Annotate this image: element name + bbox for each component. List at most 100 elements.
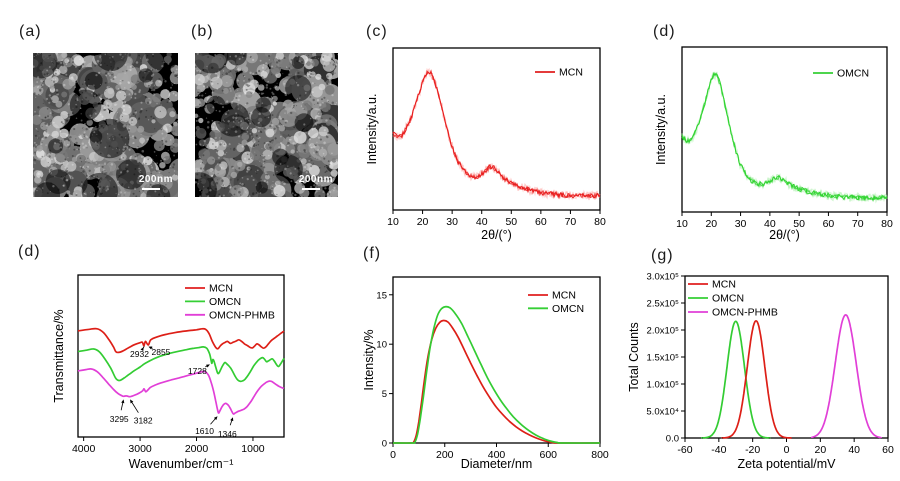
legend: MCN OMCN OMCN-PHMB — [688, 279, 778, 319]
y-axis-label: Intensity/a.u. — [654, 94, 668, 165]
x-tick-label: 60 — [882, 444, 894, 456]
series-line-OMCN-PHMB — [77, 368, 285, 415]
series-halo-MCN — [392, 67, 601, 201]
scale-bar-a: 200nm — [139, 175, 173, 190]
x-tick-label: 60 — [535, 216, 547, 228]
annotation-arrowhead — [130, 399, 134, 404]
x-tick-label: 70 — [852, 218, 864, 230]
x-tick-label: 10 — [387, 216, 399, 228]
chart-panel-c: 10 20 30 40 50 60 70 80 2θ/(°) Intensity/a.u. MCN — [365, 47, 606, 242]
annotation-2855: 2855 — [152, 347, 171, 357]
legend-label-OMCN: OMCN — [837, 68, 869, 80]
scale-bar-line-a — [141, 188, 160, 190]
annotation-3295: 3295 — [110, 414, 129, 424]
panel-label-f: (f) — [363, 245, 382, 262]
series-halo-OMCN — [681, 71, 888, 204]
annotation-arrowhead — [148, 346, 153, 350]
chart-panel-f: 0 200 400 600 800 0 5 10 15 Diameter/nm Intensity/… — [362, 276, 609, 471]
y-tick-label: 1.5x10⁵ — [647, 353, 680, 364]
y-tick-label: 2.5x10⁵ — [647, 299, 680, 310]
series-line-OMCN-PHMB — [811, 314, 883, 439]
y-axis-label: Intensity/% — [362, 329, 376, 390]
sem-image-a: 200nm — [33, 53, 178, 197]
annotation-arrow — [130, 400, 139, 413]
x-tick-label: 30 — [446, 216, 458, 228]
legend-label-OMCN: OMCN — [712, 293, 744, 305]
series-halo-OMCN — [681, 71, 888, 203]
legend-label-OMCN: OMCN — [552, 303, 584, 315]
legend-label-MCN: MCN — [209, 283, 233, 295]
x-tick-label: 70 — [565, 216, 577, 228]
x-axis-label: 2θ/(°) — [481, 228, 512, 242]
x-tick-label: 20 — [814, 444, 826, 456]
legend-label-OMCN-PHMB: OMCN-PHMB — [209, 309, 275, 321]
annotation-1728: 1728 — [188, 366, 207, 376]
legend: MCN — [535, 67, 583, 79]
sem-micrograph-b — [195, 53, 338, 197]
x-tick-label: 40 — [476, 216, 488, 228]
axes-frame — [681, 46, 888, 213]
x-tick-label: 0 — [390, 449, 396, 461]
annotation-1610: 1610 — [195, 426, 214, 436]
axes-frame — [77, 274, 285, 438]
x-tick-label: 0 — [784, 444, 790, 456]
x-axis-label: Wavenumber/cm⁻¹ — [129, 457, 234, 471]
y-axis-label: Transmittance/% — [52, 309, 66, 402]
legend-label-MCN: MCN — [712, 279, 736, 291]
axes-frame — [392, 47, 601, 211]
x-tick-label: 80 — [594, 216, 606, 228]
x-tick-label: -20 — [745, 444, 760, 456]
annotation-arrowhead — [121, 399, 125, 404]
y-tick-label: 1.0x10⁵ — [647, 380, 680, 391]
x-tick-label: 800 — [591, 449, 609, 461]
x-tick-label: 80 — [881, 218, 893, 230]
x-tick-label: 50 — [505, 216, 517, 228]
x-tick-label: 40 — [764, 218, 776, 230]
series-line-OMCN — [77, 346, 285, 383]
y-tick-label: 3.0x10⁵ — [647, 272, 680, 283]
y-tick-label: 2.0x10⁵ — [647, 326, 680, 337]
x-tick-label: 40 — [848, 444, 860, 456]
annotation-arrowhead — [140, 347, 144, 351]
legend-label-MCN: MCN — [552, 290, 576, 302]
panel-label-e: (d) — [18, 243, 41, 260]
x-tick-label: 4000 — [72, 443, 96, 455]
panel-label-b: (b) — [191, 23, 214, 40]
annotation-3182: 3182 — [134, 415, 153, 425]
panel-label-d: (d) — [653, 23, 676, 40]
x-tick-label: 400 — [488, 449, 506, 461]
annotation-arrowhead — [206, 364, 210, 368]
x-axis-label: 2θ/(°) — [769, 228, 800, 242]
panel-label-g: (g) — [651, 247, 674, 264]
series-line-MCN — [77, 327, 285, 354]
x-tick-label: 3000 — [128, 443, 152, 455]
x-tick-label: 20 — [705, 218, 717, 230]
x-tick-label: 2000 — [185, 443, 209, 455]
scale-bar-label-b: 200nm — [298, 174, 333, 185]
scale-bar-b: 200nm — [299, 175, 333, 190]
legend-label-MCN: MCN — [559, 67, 583, 79]
x-axis-label: Zeta potential/mV — [738, 457, 837, 471]
series-line-MCN — [392, 319, 601, 444]
annotation-2932: 2932 — [130, 349, 149, 359]
x-tick-label: 200 — [436, 449, 454, 461]
panel-label-c: (c) — [366, 23, 388, 40]
y-tick-label: 0 — [382, 439, 387, 450]
x-axis-label: Diameter/nm — [461, 457, 533, 471]
y-tick-label: 15 — [376, 290, 387, 301]
annotation-1346: 1346 — [218, 429, 237, 439]
legend-label-OMCN-PHMB: OMCN-PHMB — [712, 307, 778, 319]
series-line-OMCN — [681, 72, 888, 202]
y-tick-label: 5 — [382, 389, 387, 400]
x-tick-label: 10 — [676, 218, 688, 230]
series-line-MCN — [721, 319, 793, 439]
x-tick-label: -60 — [677, 444, 692, 456]
series-line-OMCN — [392, 305, 601, 444]
scale-bar-line-b — [301, 188, 320, 190]
y-tick-label: 0.0 — [666, 434, 679, 445]
chart-panel-d: 10 20 30 40 50 60 70 80 2θ/(°) Intensity/a.u. OMCN — [654, 46, 893, 242]
x-tick-label: 30 — [735, 218, 747, 230]
